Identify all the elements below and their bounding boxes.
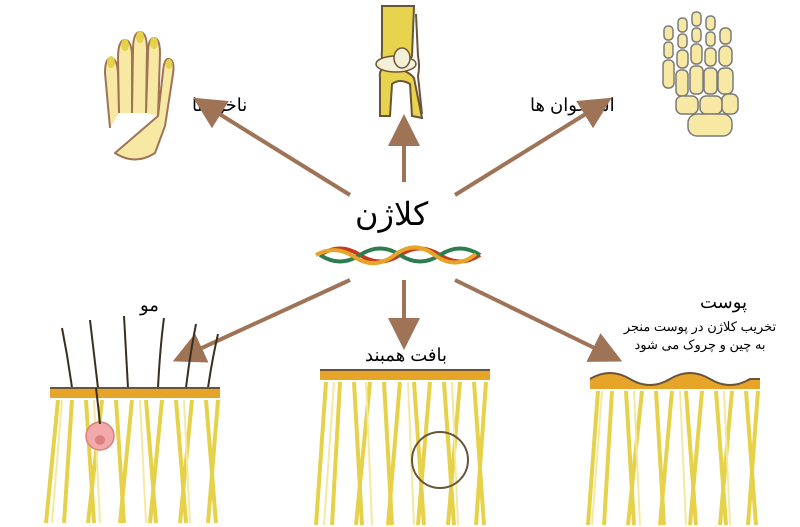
hand-icon <box>105 31 174 160</box>
foot-bones-icon <box>663 12 738 136</box>
diagram-canvas <box>0 0 800 527</box>
joint-icon <box>376 6 422 118</box>
helix-icon <box>316 247 480 263</box>
arrows <box>180 102 615 358</box>
connective-tissue <box>316 370 490 525</box>
hair-tissue <box>46 316 220 523</box>
skin-tissue <box>588 373 760 525</box>
